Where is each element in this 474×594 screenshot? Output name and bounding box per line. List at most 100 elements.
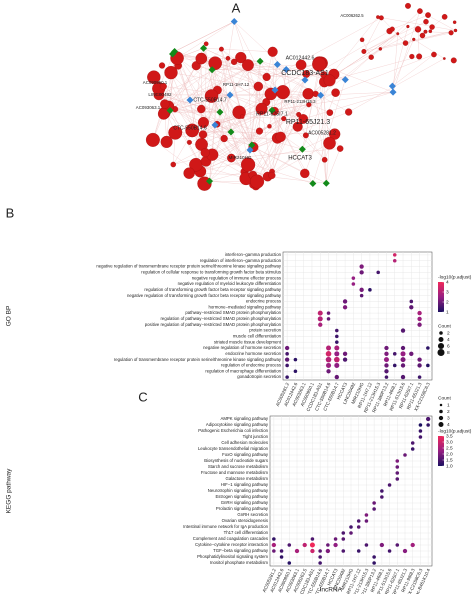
dot: [334, 345, 340, 351]
network-node: [195, 52, 208, 65]
y-tick-label: Adipocytokine signaling pathway: [206, 422, 269, 427]
colorbar-tick-label: 2: [446, 299, 449, 305]
dot: [309, 542, 315, 548]
y-tick-label: Tight junction: [243, 434, 269, 439]
node-label: CTC-550B14.7: [193, 97, 227, 103]
dot: [325, 548, 331, 554]
y-tick-label: endocrine process: [246, 299, 281, 304]
network-node: [453, 28, 458, 33]
network-node: [414, 26, 422, 33]
y-tick-label: Prolactin signaling pathway: [216, 506, 269, 511]
network-node: [227, 153, 236, 163]
edge: [214, 124, 303, 150]
edge: [249, 51, 273, 151]
y-tick-label: AMPK signaling pathway: [220, 416, 268, 421]
network-node: [145, 132, 160, 147]
y-tick-label: Cell adhesion molecules: [221, 440, 268, 445]
network-node: [425, 12, 431, 18]
dot: [395, 471, 400, 475]
edge: [211, 95, 252, 146]
node-label: MIR210HG: [229, 155, 252, 160]
edge: [170, 110, 220, 113]
edge: [272, 51, 275, 112]
colorbar-tick-label: 3.0: [446, 439, 453, 445]
edge: [174, 94, 231, 110]
edge: [392, 54, 435, 87]
network-node: [220, 134, 228, 143]
network-node: [267, 124, 272, 129]
dot: [317, 316, 323, 322]
y-tick-label: Phosphatidylinositol signaling system: [197, 554, 268, 559]
network-node: [273, 60, 281, 68]
dot: [302, 542, 307, 548]
y-tick-label: gonadotropin secretion: [237, 374, 281, 379]
network-node: [361, 48, 367, 54]
network-node: [431, 51, 437, 58]
dot: [418, 423, 423, 427]
edge: [164, 61, 261, 114]
node-label: CCDC183-AS1: [281, 70, 329, 77]
edge: [319, 64, 394, 93]
y-axis-title: KEGG pathway: [6, 468, 13, 514]
dot: [359, 270, 364, 275]
network-node: [262, 72, 271, 81]
dot: [426, 346, 430, 350]
node-label: RP11-625I7.1: [256, 111, 288, 117]
panel-label: A: [232, 0, 241, 15]
size-legend-dot: [437, 348, 445, 357]
dot: [400, 363, 406, 368]
dot: [335, 340, 339, 344]
node-label: AC090950.1: [143, 80, 168, 85]
edge: [253, 146, 327, 184]
network-node: [417, 8, 423, 14]
node-label: HCCAT3: [288, 156, 312, 162]
network-node: [240, 114, 245, 119]
size-legend-dot: [438, 422, 444, 427]
edge: [326, 148, 341, 184]
dot: [334, 356, 340, 363]
network-node: [323, 136, 336, 150]
network-node: [322, 179, 330, 187]
network-node: [255, 102, 268, 115]
network-node: [326, 109, 334, 116]
network-node: [242, 59, 254, 71]
y-tick-label: negative regulation of myeloid leukocyte…: [178, 281, 282, 286]
edge: [363, 21, 427, 52]
network-node: [331, 88, 340, 97]
y-tick-label: regulation of pathway−restricted SMAD pr…: [161, 316, 282, 321]
dot: [364, 543, 369, 547]
network-node: [197, 104, 206, 114]
dot: [285, 363, 289, 368]
dot: [395, 465, 400, 469]
size-legend-title: Count: [438, 395, 451, 401]
dot: [387, 483, 392, 487]
color-legend-title: -log10(p.adjust): [438, 428, 472, 434]
network-node: [186, 139, 192, 145]
edge: [253, 74, 334, 148]
y-tick-label: Complement and coagulation cascades: [193, 536, 268, 541]
network-node: [389, 26, 395, 32]
edge: [380, 32, 452, 50]
network-node: [442, 57, 446, 60]
edge: [217, 90, 268, 177]
network-node: [282, 65, 290, 73]
network-node: [147, 70, 161, 84]
dot: [318, 549, 322, 553]
dot: [417, 363, 422, 368]
dot: [409, 305, 414, 310]
dot: [271, 542, 277, 548]
edge: [392, 11, 421, 93]
network-node: [341, 76, 349, 84]
network-node: [450, 57, 457, 64]
edge: [251, 74, 334, 146]
dot: [342, 351, 348, 356]
colorbar-tick-label: 1: [446, 309, 449, 315]
network-node: [170, 161, 177, 168]
dot: [356, 519, 361, 523]
size-legend-dot: [438, 415, 444, 421]
network-node: [204, 89, 219, 103]
dot: [272, 537, 276, 541]
dot: [285, 375, 289, 379]
dot: [392, 253, 397, 257]
edge: [283, 118, 325, 160]
